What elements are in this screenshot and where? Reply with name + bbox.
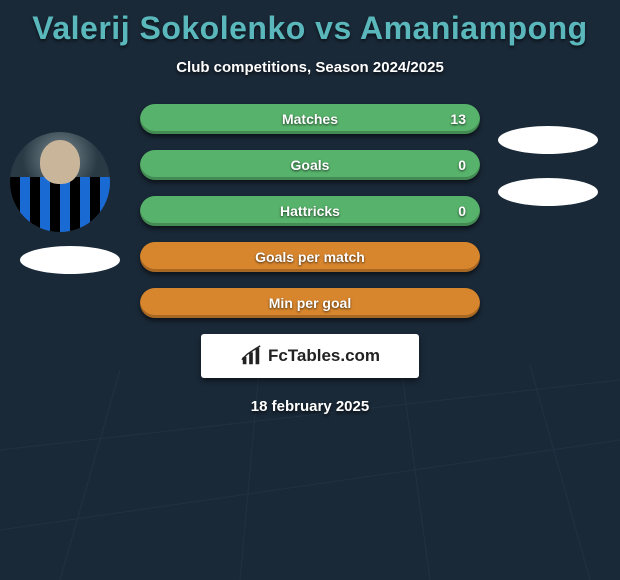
stats-area: Matches 13 Goals 0 Hattricks 0 Goals per match…	[0, 104, 620, 415]
stat-value-right: 0	[458, 157, 466, 173]
stat-label: Matches	[282, 111, 338, 127]
stat-label: Hattricks	[280, 203, 340, 219]
stat-label: Goals per match	[255, 249, 365, 265]
brand-label: FcTables.com	[268, 346, 380, 366]
placeholder-ellipse-right-2	[498, 178, 598, 206]
placeholder-ellipse-left	[20, 246, 120, 274]
placeholder-ellipse-right-1	[498, 126, 598, 154]
stat-bar: Goals 0	[140, 150, 480, 180]
page-subtitle: Club competitions, Season 2024/2025	[0, 59, 620, 76]
stat-bar: Hattricks 0	[140, 196, 480, 226]
stat-bar: Min per goal	[140, 288, 480, 318]
stat-value-right: 13	[450, 111, 466, 127]
brand-badge: FcTables.com	[201, 334, 419, 378]
stat-label: Min per goal	[269, 295, 351, 311]
stat-label: Goals	[291, 157, 330, 173]
footer-date: 18 february 2025	[0, 398, 620, 415]
player-left-avatar	[10, 132, 110, 232]
page-title: Valerij Sokolenko vs Amaniampong	[0, 0, 620, 47]
stat-bars: Matches 13 Goals 0 Hattricks 0 Goals per match…	[140, 104, 480, 318]
stat-bar: Matches 13	[140, 104, 480, 134]
chart-icon	[240, 345, 262, 367]
stat-value-right: 0	[458, 203, 466, 219]
stat-bar: Goals per match	[140, 242, 480, 272]
